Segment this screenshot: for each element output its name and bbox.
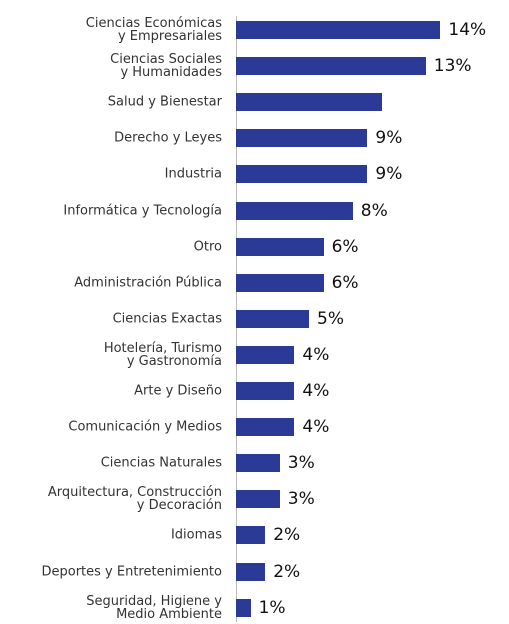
- bar: [236, 526, 266, 545]
- category-label: Ciencias Sociales y Humanidades: [110, 52, 222, 81]
- bar: [236, 93, 382, 112]
- bar: [236, 454, 280, 473]
- category-label: Deportes y Entretenimiento: [41, 564, 222, 579]
- value-label: 4%: [302, 417, 330, 438]
- value-label: 9%: [375, 164, 403, 185]
- category-label: Salud y Bienestar: [107, 94, 222, 110]
- bar: [236, 57, 426, 76]
- bar: [236, 165, 368, 184]
- value-label: 4%: [302, 344, 330, 365]
- value-label: 5%: [317, 308, 344, 329]
- category-label: Derecho y Leyes: [114, 130, 222, 146]
- bar: [236, 309, 309, 328]
- bar: [236, 562, 266, 581]
- category-label: Hotelería, Turismo y Gastronomía: [103, 340, 222, 369]
- category-label: Seguridad, Higiene y Medio Ambiente: [86, 593, 222, 622]
- value-label: 8%: [360, 200, 388, 221]
- value-label: 14%: [448, 20, 487, 40]
- bar: [236, 273, 324, 292]
- value-label: 9%: [375, 128, 403, 149]
- value-label: 6%: [331, 272, 359, 293]
- category-label: Informática y Tecnología: [63, 203, 222, 218]
- bar: [236, 418, 295, 437]
- category-label: Administración Pública: [74, 275, 222, 291]
- bar: [236, 345, 295, 364]
- bar: [236, 201, 353, 220]
- value-label: 13%: [433, 56, 472, 77]
- category-label: Idiomas: [170, 527, 222, 543]
- bar: [236, 490, 280, 509]
- bar: [236, 237, 324, 256]
- value-label: 4%: [302, 381, 330, 401]
- bar: [236, 21, 441, 39]
- category-label: Ciencias Económicas y Empresariales: [85, 16, 222, 44]
- bar: [236, 382, 295, 400]
- bar: [236, 129, 368, 148]
- value-label: 2%: [273, 525, 301, 546]
- category-label: Arte y Diseño: [134, 383, 222, 399]
- category-label: Ciencias Exactas: [112, 311, 222, 327]
- value-label: 2%: [273, 561, 301, 582]
- category-label: Otro: [193, 239, 222, 255]
- category-label: Arquitectura, Construcción y Decoración: [47, 485, 222, 514]
- bar: [236, 598, 251, 617]
- category-label: Ciencias Naturales: [100, 455, 222, 471]
- category-label: Industria: [164, 166, 222, 182]
- value-label: 6%: [331, 236, 359, 257]
- value-label: 3%: [287, 453, 315, 474]
- value-label: 3%: [287, 489, 315, 510]
- category-label: Comunicación y Medios: [68, 419, 222, 435]
- value-label: 1%: [258, 597, 286, 618]
